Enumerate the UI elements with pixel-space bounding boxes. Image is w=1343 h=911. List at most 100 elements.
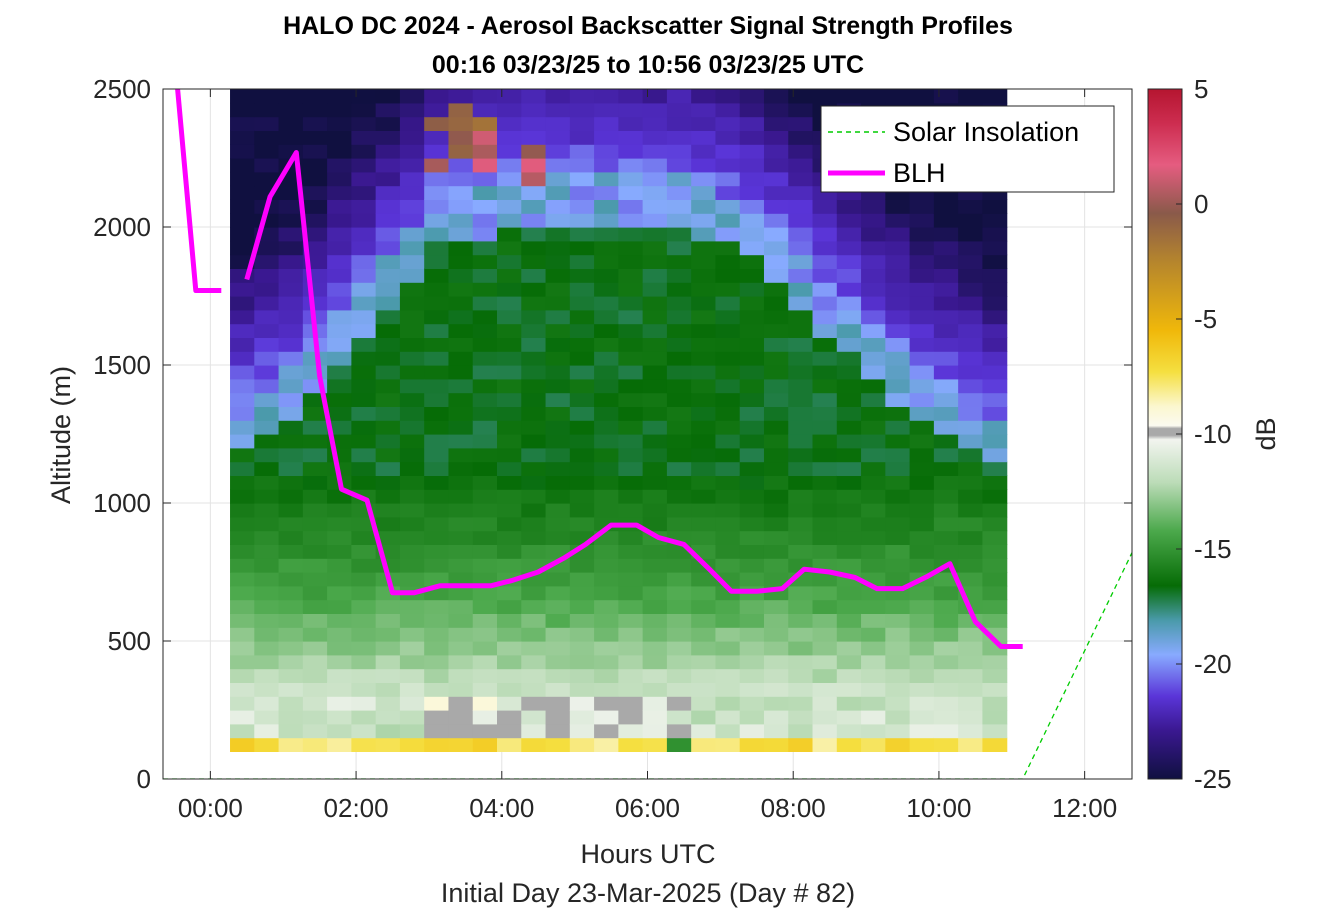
heatmap-cell (424, 558, 450, 573)
heatmap-cell (715, 475, 741, 490)
heatmap-cell (569, 378, 595, 394)
heatmap-cell (618, 489, 644, 504)
heatmap-cell (302, 682, 328, 697)
heatmap-cell (448, 337, 474, 352)
heatmap-cell (399, 434, 425, 449)
heatmap-cell (933, 723, 959, 739)
heatmap-cell (472, 365, 498, 380)
heatmap-cell (351, 696, 377, 711)
heatmap-cell (399, 668, 425, 683)
heatmap-cell (448, 737, 474, 752)
heatmap-cell (472, 282, 498, 297)
heatmap-cell (958, 682, 984, 697)
heatmap-cell (497, 668, 522, 683)
heatmap-cell (666, 613, 692, 628)
heatmap-cell (812, 530, 838, 545)
heatmap-cell (302, 723, 328, 739)
heatmap-cell (763, 627, 789, 642)
heatmap-cell (545, 309, 571, 325)
heatmap-cell (642, 323, 668, 338)
heatmap-cell (691, 723, 717, 739)
heatmap-cell (909, 447, 935, 463)
heatmap-cell (448, 572, 474, 587)
heatmap-cell (545, 144, 571, 159)
heatmap-cell (327, 323, 352, 338)
heatmap-cell (497, 199, 522, 214)
heatmap-cell (933, 268, 959, 283)
heatmap-cell (861, 613, 886, 628)
colorbar-tick-label: -20 (1194, 649, 1232, 679)
heatmap-cell (448, 309, 474, 325)
heatmap-cell (278, 544, 304, 559)
heatmap-cell (691, 323, 717, 338)
heatmap-cell (545, 599, 571, 614)
heatmap-cell (933, 585, 959, 601)
chart-title: HALO DC 2024 - Aerosol Backscatter Signa… (283, 12, 1013, 40)
heatmap-cell (278, 558, 304, 573)
heatmap-cell (521, 668, 547, 683)
heatmap-cell (812, 268, 838, 283)
heatmap-cell (739, 158, 765, 173)
heatmap-cell (812, 351, 838, 366)
heatmap-cell (594, 682, 619, 697)
heatmap-cell (254, 144, 280, 159)
heatmap-cell (642, 171, 668, 187)
heatmap-cell (424, 337, 450, 352)
heatmap-cell (569, 102, 595, 118)
heatmap-cell (788, 213, 814, 228)
heatmap-cell (666, 268, 692, 283)
heatmap-cell (739, 558, 765, 573)
heatmap-cell (982, 323, 1008, 338)
heatmap-cell (715, 158, 741, 173)
heatmap-cell (424, 461, 450, 476)
heatmap-cell (448, 268, 474, 283)
heatmap-cell (424, 475, 450, 490)
heatmap-cell (375, 89, 401, 104)
heatmap-cell (666, 392, 692, 407)
heatmap-cell (666, 89, 692, 104)
heatmap-cell (861, 254, 886, 269)
heatmap-cell (351, 337, 377, 352)
heatmap-cell (885, 710, 911, 725)
heatmap-cell (351, 420, 377, 435)
heatmap-cell (982, 213, 1008, 228)
heatmap-cell (375, 227, 401, 242)
heatmap-cell (448, 406, 474, 421)
heatmap-cell (594, 309, 619, 325)
heatmap-cell (885, 323, 911, 338)
heatmap-cell (569, 227, 595, 242)
heatmap-cell (933, 434, 959, 449)
heatmap-cell (424, 530, 450, 545)
heatmap-cell (812, 420, 838, 435)
heatmap-cell (448, 654, 474, 670)
heatmap-cell (545, 475, 571, 490)
heatmap-cell (351, 116, 377, 131)
heatmap-cell (521, 489, 547, 504)
heatmap-cell (982, 710, 1008, 725)
heatmap-cell (351, 530, 377, 545)
heatmap-cell (982, 613, 1008, 628)
heatmap-cell (666, 406, 692, 421)
heatmap-cell (278, 365, 304, 380)
heatmap-cell (909, 323, 935, 338)
heatmap-cell (545, 489, 571, 504)
heatmap-cell (351, 447, 377, 463)
heatmap-cell (836, 461, 862, 476)
heatmap-cell (909, 696, 935, 711)
heatmap-cell (715, 254, 741, 269)
heatmap-cell (448, 185, 474, 200)
heatmap-cell (302, 654, 328, 670)
heatmap-cell (885, 503, 911, 518)
heatmap-cell (497, 240, 522, 256)
heatmap-cell (666, 365, 692, 380)
heatmap-cell (715, 171, 741, 187)
heatmap-cell (327, 710, 352, 725)
heatmap-cell (958, 668, 984, 683)
heatmap-cell (666, 351, 692, 366)
heatmap-cell (666, 475, 692, 490)
heatmap-cell (861, 268, 886, 283)
heatmap-cell (497, 696, 522, 711)
heatmap-cell (254, 171, 280, 187)
heatmap-cell (278, 130, 304, 145)
heatmap-cell (958, 309, 984, 325)
